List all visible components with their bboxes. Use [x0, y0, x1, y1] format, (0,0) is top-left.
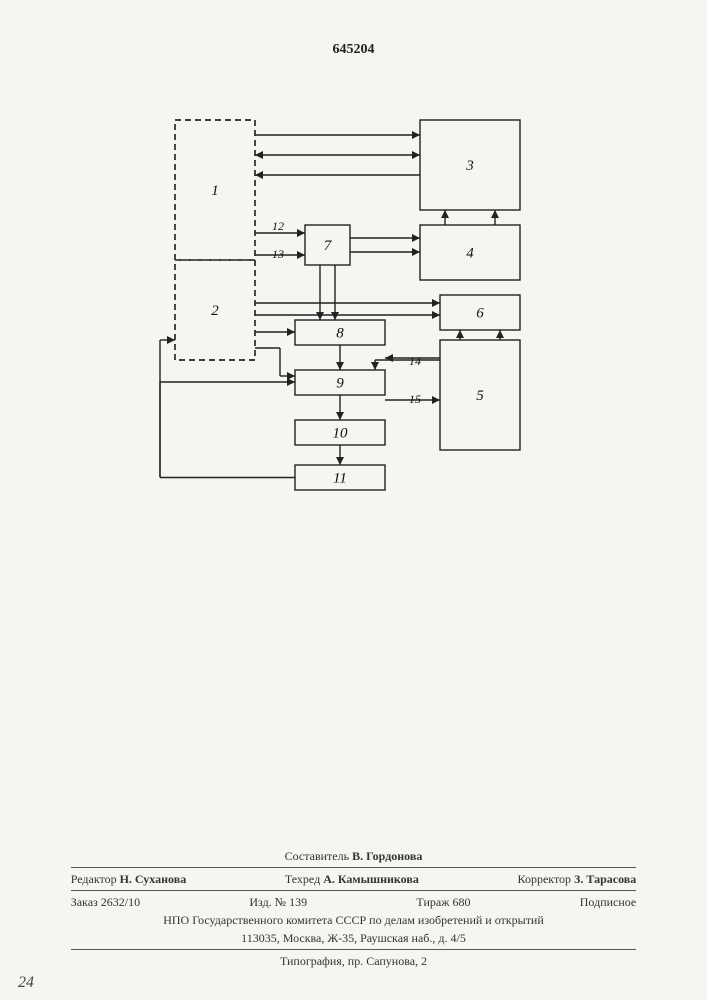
svg-text:14: 14 [409, 354, 421, 368]
svg-text:6: 6 [476, 306, 484, 322]
sub: Подписное [580, 893, 637, 911]
corrector-label: Корректор [518, 872, 572, 886]
svg-text:9: 9 [336, 376, 344, 392]
typography: Типография, пр. Сапунова, 2 [0, 952, 707, 970]
document-number: 645204 [0, 42, 707, 58]
order: Заказ 2632/10 [71, 893, 140, 911]
composer-label: Составитель [285, 849, 349, 863]
izd: Изд. № 139 [249, 893, 307, 911]
svg-text:8: 8 [336, 326, 344, 342]
svg-text:15: 15 [409, 392, 421, 406]
composer-name: В. Гордонова [352, 849, 422, 863]
svg-text:5: 5 [476, 388, 484, 404]
svg-text:2: 2 [211, 303, 219, 319]
svg-text:13: 13 [272, 247, 284, 261]
techred-name: А. Камышникова [323, 872, 419, 886]
footer: Составитель В. Гордонова Редактор Н. Сух… [0, 847, 707, 970]
tirazh: Тираж 680 [416, 893, 470, 911]
svg-text:7: 7 [324, 238, 333, 254]
svg-text:1: 1 [211, 183, 219, 199]
block-diagram: 123456789101112131415 [0, 0, 707, 600]
page: { "document_number": "645204", "diagram"… [0, 0, 707, 1000]
svg-text:4: 4 [466, 246, 474, 262]
svg-text:10: 10 [333, 426, 349, 442]
editor-label: Редактор [71, 872, 117, 886]
org-line2: 113035, Москва, Ж-35, Раушская наб., д. … [0, 929, 707, 947]
techred-label: Техред [285, 872, 320, 886]
svg-text:11: 11 [333, 471, 347, 487]
editor-name: Н. Суханова [120, 872, 187, 886]
svg-text:12: 12 [272, 219, 284, 233]
corrector-name: З. Тарасова [574, 872, 636, 886]
svg-text:3: 3 [465, 158, 474, 174]
org-line1: НПО Государственного комитета СССР по де… [0, 911, 707, 929]
page-corner-number: 24 [18, 974, 34, 992]
